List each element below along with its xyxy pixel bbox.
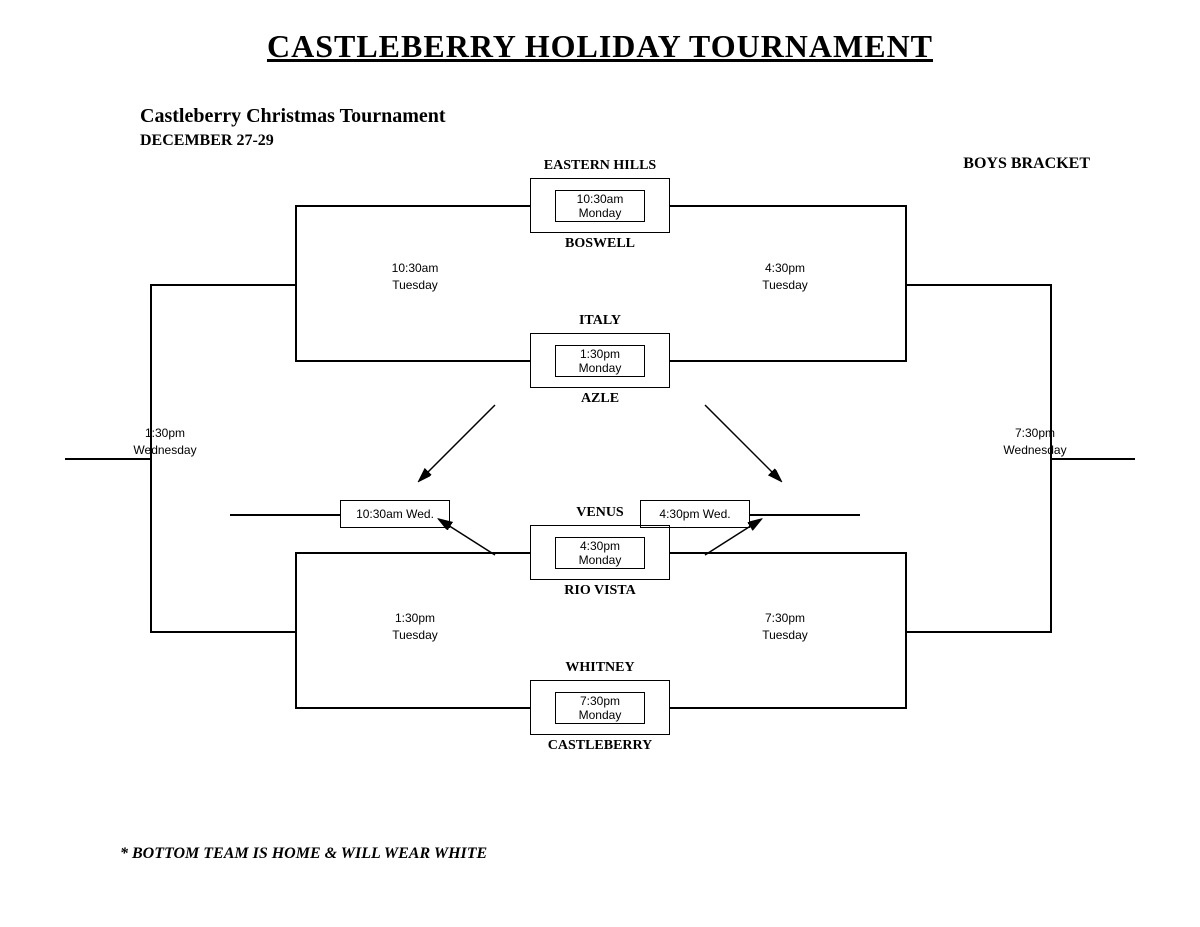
- arrows-svg: [0, 0, 1200, 927]
- bracket-page: CASTLEBERRY HOLIDAY TOURNAMENT Castleber…: [0, 0, 1200, 927]
